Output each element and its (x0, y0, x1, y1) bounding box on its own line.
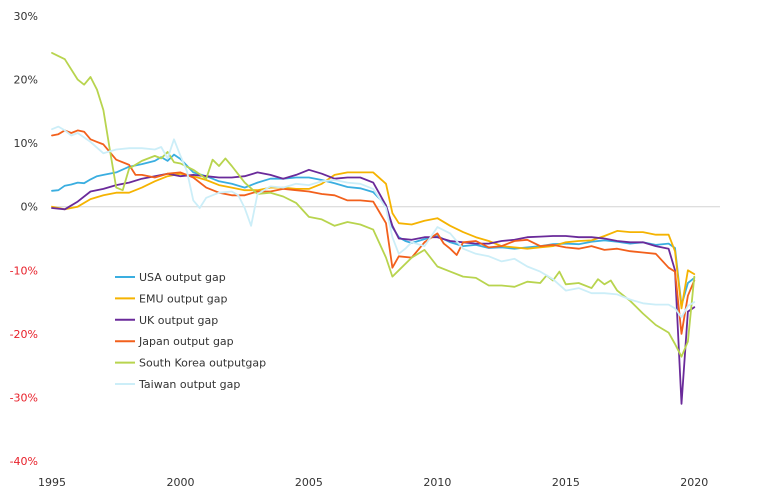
legend-label: Japan output gap (138, 335, 234, 348)
legend-label: USA output gap (139, 271, 226, 284)
x-tick-label: 2005 (295, 476, 323, 489)
legend-label: South Korea outputgap (139, 357, 266, 370)
y-tick-label: -30% (10, 391, 38, 404)
series-line-south-korea-outputgap (51, 52, 696, 358)
series-line-emu-output-gap (51, 171, 696, 310)
legend-label: EMU output gap (139, 292, 227, 305)
y-tick-label: -10% (10, 264, 38, 277)
x-tick-label: 2010 (423, 476, 451, 489)
x-axis-labels: 1995 2000 2005 2010 2015 2020 (38, 476, 708, 489)
x-tick-label: 2020 (680, 476, 708, 489)
y-axis-labels: 30% 20% 10% 0% -10% -20% -30% -40% (10, 10, 38, 468)
y-tick-label: 20% (14, 74, 38, 87)
x-tick-label: 2000 (166, 476, 194, 489)
legend-label: Taiwan output gap (138, 378, 240, 391)
y-tick-label: 30% (14, 10, 38, 23)
x-tick-label: 1995 (38, 476, 66, 489)
series-lines (51, 52, 696, 405)
series-line-japan-output-gap (51, 129, 696, 335)
y-tick-label: 0% (21, 201, 38, 214)
series-line-taiwan-output-gap (51, 125, 696, 319)
legend-label: UK output gap (139, 314, 218, 327)
x-tick-label: 2015 (552, 476, 580, 489)
y-tick-label: -40% (10, 455, 38, 468)
legend: USA output gap EMU output gap UK output ga… (115, 271, 266, 391)
y-tick-label: 10% (14, 137, 38, 150)
series-line-usa-output-gap (51, 153, 696, 307)
y-tick-label: -20% (10, 328, 38, 341)
